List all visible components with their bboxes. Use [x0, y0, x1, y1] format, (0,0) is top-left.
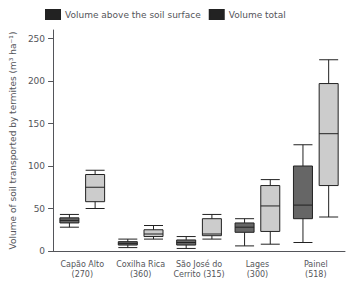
svg-text:(518): (518)	[305, 270, 327, 279]
svg-text:250: 250	[28, 34, 45, 44]
svg-text:Lages: Lages	[246, 260, 270, 269]
svg-text:(360): (360)	[130, 270, 152, 279]
svg-text:(300): (300)	[247, 270, 269, 279]
svg-text:Painel: Painel	[304, 260, 328, 269]
svg-text:Capão Alto: Capão Alto	[60, 260, 104, 269]
svg-text:0: 0	[39, 246, 45, 256]
svg-text:150: 150	[28, 119, 45, 129]
svg-text:100: 100	[28, 161, 45, 171]
svg-text:50: 50	[34, 204, 46, 214]
svg-text:Volume total: Volume total	[229, 10, 286, 20]
svg-text:Coxilha Rica: Coxilha Rica	[116, 260, 165, 269]
svg-text:200: 200	[28, 76, 45, 86]
svg-text:Volume above the soil surface: Volume above the soil surface	[65, 10, 201, 20]
svg-text:Volume of soil transported by: Volume of soil transported by termites (…	[8, 32, 18, 250]
svg-text:(270): (270)	[72, 270, 94, 279]
svg-text:Cerrito (315): Cerrito (315)	[173, 270, 224, 279]
svg-text:São José do: São José do	[176, 259, 222, 269]
